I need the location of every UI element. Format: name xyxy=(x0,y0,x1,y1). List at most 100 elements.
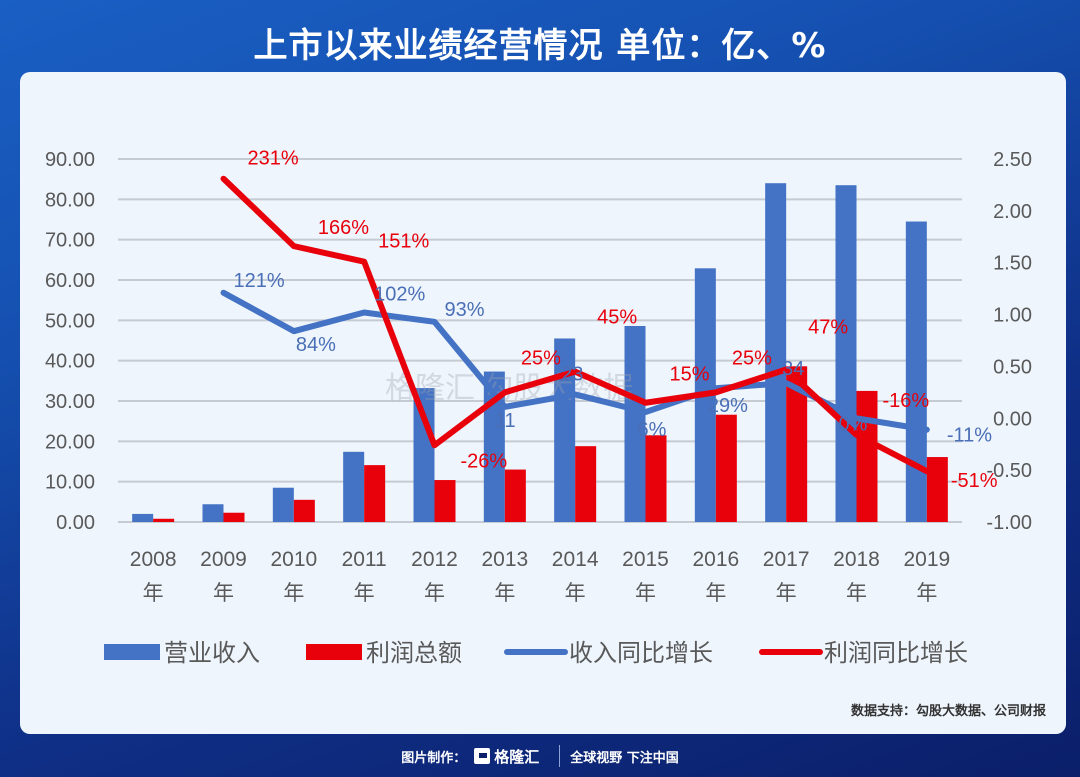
profit-bar xyxy=(153,518,175,522)
right-axis-tick: 1.00 xyxy=(993,305,1032,327)
profit-growth-label: 151% xyxy=(378,231,429,253)
x-axis-unit: 年 xyxy=(213,582,234,605)
x-axis-unit: 年 xyxy=(635,582,656,605)
x-axis-unit: 年 xyxy=(846,582,867,605)
x-axis-unit: 年 xyxy=(565,582,586,605)
revenue-bar xyxy=(132,513,154,522)
x-axis-unit: 年 xyxy=(916,582,937,605)
x-axis-year: 2019 xyxy=(903,548,950,571)
profit-bar xyxy=(223,512,245,522)
revenue-bar xyxy=(202,504,224,522)
profit-growth-label: -16% xyxy=(883,390,930,412)
left-axis-tick: 50.00 xyxy=(45,310,95,332)
legend-label: 收入同比增长 xyxy=(569,640,713,667)
x-axis-unit: 年 xyxy=(494,582,515,605)
x-axis-year: 2013 xyxy=(481,548,528,571)
revenue-bar xyxy=(765,183,787,522)
revenue-growth-label: 6% xyxy=(638,419,667,441)
revenue-bar xyxy=(272,487,294,522)
profit-growth-label: 25% xyxy=(521,347,561,369)
right-axis-tick: 0.00 xyxy=(993,408,1032,430)
profit-bar xyxy=(293,499,315,522)
left-axis-tick: 30.00 xyxy=(45,391,95,413)
left-axis: 90.00 80.00 70.00 60.00 50.00 40.00 30.00 20.00… xyxy=(45,149,95,534)
data-source-note: 数据支持：勾股大数据、公司财报 xyxy=(850,704,1046,719)
x-axis-unit: 年 xyxy=(705,582,726,605)
profit-bar xyxy=(645,435,667,522)
x-axis-year: 2011 xyxy=(342,548,387,571)
revenue-bar xyxy=(554,338,576,522)
revenue-growth-label: 11 xyxy=(495,410,516,432)
x-axis-year: 2016 xyxy=(692,548,739,571)
x-axis: 2008 年 2009 年 2010 年 2011 年 2012 年 2013 年 2014 年 2015 年… xyxy=(130,548,950,605)
x-axis-year: 2014 xyxy=(552,548,599,571)
revenue-growth-label: 23 xyxy=(561,363,583,385)
x-axis-year: 2009 xyxy=(200,548,247,571)
x-axis-year: 2012 xyxy=(411,548,458,571)
revenue-bar xyxy=(413,388,435,522)
right-axis-tick: 0.50 xyxy=(993,356,1032,378)
legend-label: 利润总额 xyxy=(366,640,462,667)
x-axis-unit: 年 xyxy=(283,582,304,605)
right-axis-tick: 2.50 xyxy=(993,149,1032,171)
profit-growth-label: 15% xyxy=(670,364,710,386)
revenue-bar xyxy=(624,325,646,522)
right-axis: 2.50 2.00 1.50 1.00 0.50 0.00 -0.50 -1.00 xyxy=(986,149,1032,534)
revenue-bar xyxy=(483,371,505,522)
legend: 营业收入 利润总额 收入同比增长 利润同比增长 xyxy=(104,640,968,667)
left-axis-tick: 60.00 xyxy=(45,270,95,292)
revenue-bar xyxy=(343,451,365,522)
x-axis-year: 2008 xyxy=(130,548,177,571)
profit-growth-label: 47% xyxy=(808,317,848,339)
profit-growth-label: 45% xyxy=(597,307,637,329)
revenue-growth-label: 84% xyxy=(296,334,336,356)
profit-growth-label: -51% xyxy=(951,470,998,492)
profit-bar xyxy=(575,446,597,522)
revenue-growth-label: 93% xyxy=(445,299,485,321)
bar-series xyxy=(132,183,948,522)
left-axis-tick: 0.00 xyxy=(56,512,95,534)
x-axis-unit: 年 xyxy=(424,582,445,605)
profit-growth-label: 231% xyxy=(248,148,299,170)
x-axis-unit: 年 xyxy=(776,582,797,605)
revenue-growth-label: 34 xyxy=(782,358,804,380)
x-axis-unit: 年 xyxy=(354,582,375,605)
right-axis-tick: -1.00 xyxy=(986,512,1032,534)
profit-bar xyxy=(926,457,948,522)
legend-swatch xyxy=(306,644,362,660)
revenue-bar xyxy=(905,221,927,522)
footer-divider xyxy=(559,745,561,767)
profit-growth-label: 25% xyxy=(732,347,772,369)
profit-bar xyxy=(504,469,526,522)
revenue-bar xyxy=(835,185,857,522)
brand-logo-icon xyxy=(474,748,491,764)
right-axis-tick: 1.50 xyxy=(993,253,1032,275)
data-labels: 121% 84% 102% 93% 11 23 6% 29% 34 0% -11% 231% 166% 1… xyxy=(234,148,998,492)
line-series xyxy=(220,175,930,475)
x-axis-year: 2018 xyxy=(833,548,880,571)
x-axis-year: 2015 xyxy=(622,548,669,571)
x-axis-year: 2010 xyxy=(270,548,317,571)
left-axis-tick: 80.00 xyxy=(45,189,95,211)
legend-label: 营业收入 xyxy=(164,640,260,667)
x-axis-unit: 年 xyxy=(143,582,164,605)
right-axis-tick: -0.50 xyxy=(986,460,1032,482)
left-axis-tick: 40.00 xyxy=(45,351,95,373)
profit-bar xyxy=(786,366,808,522)
revenue-growth-label: 102% xyxy=(374,283,425,305)
profit-growth-label: 166% xyxy=(318,217,369,239)
profit-bar xyxy=(856,390,878,522)
left-axis-tick: 10.00 xyxy=(45,472,95,494)
left-axis-tick: 90.00 xyxy=(45,149,95,171)
right-axis-tick: 2.00 xyxy=(993,201,1032,223)
made-by-label: 图片制作： xyxy=(401,750,467,766)
legend-swatch xyxy=(104,644,160,660)
profit-bar xyxy=(715,414,737,522)
profit-growth-label: -26% xyxy=(461,450,508,472)
left-axis-tick: 70.00 xyxy=(45,230,95,252)
legend-label: 利润同比增长 xyxy=(824,640,968,667)
profit-bar xyxy=(364,465,386,522)
footer-slogan: 全球视野 下注中国 xyxy=(570,750,679,766)
brand-name: 格隆汇 xyxy=(494,747,540,766)
